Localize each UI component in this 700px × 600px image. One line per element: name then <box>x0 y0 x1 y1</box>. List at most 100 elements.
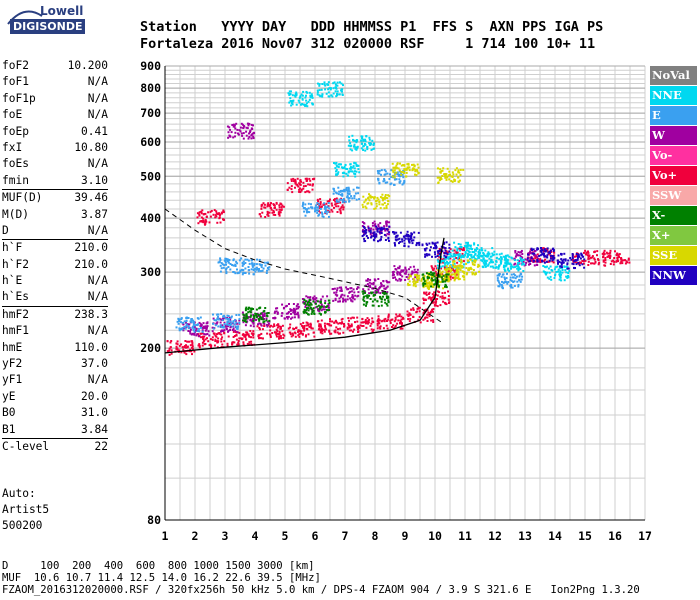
echo-point <box>562 261 564 264</box>
echo-point <box>399 274 402 276</box>
echo-point <box>430 271 432 274</box>
echo-point <box>492 261 494 264</box>
echo-point <box>488 252 491 255</box>
echo-point <box>550 254 552 257</box>
echo-point <box>197 222 200 225</box>
echo-point <box>237 325 240 328</box>
echo-point <box>386 296 388 298</box>
echo-point <box>477 256 480 259</box>
echo-point <box>482 257 485 260</box>
echo-point <box>266 332 269 335</box>
echo-point <box>517 251 520 254</box>
echo-point <box>544 258 547 261</box>
echo-point <box>351 149 354 152</box>
echo-point <box>506 259 509 262</box>
echo-point <box>248 310 251 313</box>
echo-point <box>290 309 293 311</box>
echo-point <box>264 307 267 309</box>
echo-point <box>476 247 479 250</box>
echo-point <box>229 263 232 265</box>
echo-point <box>236 262 239 265</box>
echo-point <box>318 203 320 206</box>
echo-point <box>241 273 244 276</box>
echo-point <box>337 322 340 325</box>
echo-point <box>272 203 275 206</box>
echo-point <box>388 225 391 228</box>
echo-point <box>361 235 364 237</box>
echo-point <box>202 337 205 340</box>
echo-point <box>529 258 532 261</box>
echo-point <box>444 291 446 294</box>
echo-point <box>319 211 322 214</box>
echo-point <box>223 264 226 267</box>
echo-point <box>311 102 314 105</box>
echo-point <box>465 267 468 269</box>
echo-point <box>300 330 303 333</box>
param-name: foF1 <box>2 75 29 89</box>
echo-point <box>308 98 311 101</box>
echo-point <box>522 270 525 272</box>
echo-point <box>344 167 347 170</box>
echo-point <box>315 209 318 212</box>
echo-point <box>306 190 308 193</box>
echo-point <box>303 207 306 210</box>
echo-point <box>192 320 195 323</box>
echo-point <box>252 334 255 337</box>
x-tick-label: 8 <box>372 529 379 543</box>
echo-point <box>370 322 373 325</box>
echo-point <box>455 167 458 170</box>
echo-point <box>175 345 178 348</box>
echo-point <box>168 347 171 350</box>
echo-point <box>289 326 291 329</box>
echo-point <box>440 261 443 264</box>
x-tick-label: 2 <box>192 529 199 543</box>
echo-point <box>277 323 279 326</box>
echo-point <box>434 247 437 250</box>
echo-point <box>387 315 390 318</box>
echo-point <box>222 315 225 318</box>
echo-point <box>232 136 235 139</box>
echo-point <box>370 328 373 331</box>
echo-point <box>443 276 446 279</box>
profile-curves <box>164 208 445 354</box>
echo-point <box>576 258 579 261</box>
echo-point <box>504 269 507 272</box>
echo-point <box>410 308 413 311</box>
echo-point <box>209 338 212 341</box>
echo-point <box>359 324 362 327</box>
echo-point <box>321 215 324 218</box>
echo-point <box>426 277 429 280</box>
param-row: foEs N/A <box>2 156 108 172</box>
echo-point <box>393 231 396 234</box>
echo-point <box>449 252 452 255</box>
echo-point <box>517 285 520 288</box>
echo-point <box>234 263 237 266</box>
echo-point <box>298 101 301 104</box>
echo-point <box>434 245 437 248</box>
echo-point <box>405 276 408 278</box>
echo-point <box>225 270 228 273</box>
echo-point <box>291 103 294 106</box>
echo-point <box>293 311 296 314</box>
param-row: foF1 N/A <box>2 74 108 90</box>
echo-point <box>334 299 337 302</box>
echo-point <box>466 253 469 256</box>
echo-point <box>338 93 341 96</box>
echo-point <box>293 316 296 319</box>
echo-point <box>491 265 494 268</box>
echo-point <box>471 251 474 253</box>
echo-point <box>428 291 431 294</box>
echo-point <box>416 268 419 271</box>
echo-point <box>369 233 372 236</box>
echo-point <box>356 287 358 290</box>
echo-point <box>268 266 271 269</box>
echo-point <box>302 103 305 106</box>
echo-point <box>298 333 301 336</box>
echo-point <box>388 178 391 180</box>
echo-point <box>381 193 384 196</box>
param-row: h`F 210.0 <box>2 240 108 256</box>
echo-point <box>314 306 317 309</box>
echo-point <box>439 171 442 174</box>
echo-point <box>223 314 226 317</box>
